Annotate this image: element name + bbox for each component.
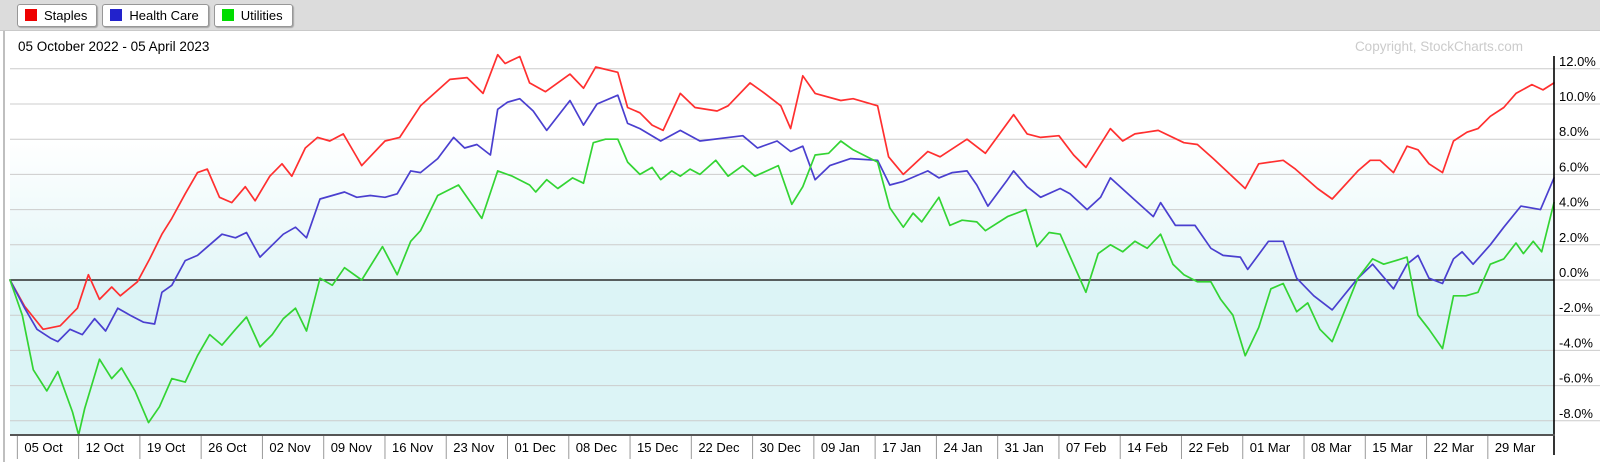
legend-label-health-care: Health Care bbox=[129, 7, 199, 23]
x-axis-label: 31 Jan bbox=[1005, 440, 1044, 455]
x-axis-label: 16 Nov bbox=[392, 440, 434, 455]
x-axis-label: 26 Oct bbox=[208, 440, 247, 455]
y-axis-label: -4.0% bbox=[1559, 335, 1593, 350]
x-axis-label: 22 Mar bbox=[1434, 440, 1475, 455]
x-axis-label: 29 Mar bbox=[1495, 440, 1536, 455]
x-axis-label: 05 Oct bbox=[24, 440, 63, 455]
x-axis-label: 08 Dec bbox=[576, 440, 618, 455]
x-axis-label: 30 Dec bbox=[760, 440, 802, 455]
legend-button-staples[interactable]: Staples bbox=[17, 3, 98, 27]
y-axis-label: 0.0% bbox=[1559, 265, 1589, 280]
y-axis-label: 8.0% bbox=[1559, 124, 1589, 139]
health-care-line bbox=[9, 94, 1555, 343]
x-axis-label: 17 Jan bbox=[882, 440, 921, 455]
x-axis-label: 08 Mar bbox=[1311, 440, 1352, 455]
x-axis-label: 19 Oct bbox=[147, 440, 186, 455]
x-axis-label: 22 Dec bbox=[698, 440, 740, 455]
x-axis-label: 09 Jan bbox=[821, 440, 860, 455]
x-axis-label: 15 Mar bbox=[1372, 440, 1413, 455]
below-zero-region bbox=[10, 280, 1554, 435]
x-axis-label: 15 Dec bbox=[637, 440, 679, 455]
x-axis-label: 01 Dec bbox=[515, 440, 557, 455]
y-axis-label: 6.0% bbox=[1559, 159, 1589, 174]
legend-button-utilities[interactable]: Utilities bbox=[213, 3, 293, 27]
legend-label-utilities: Utilities bbox=[240, 7, 283, 23]
utilities-line bbox=[9, 138, 1555, 436]
x-axis-label: 24 Jan bbox=[943, 440, 982, 455]
x-axis-label: 14 Feb bbox=[1127, 440, 1167, 455]
x-axis-label: 12 Oct bbox=[86, 440, 125, 455]
copyright-label: Copyright, StockCharts.com bbox=[1354, 39, 1523, 54]
legend-bar: Staples Health Care Utilities bbox=[0, 0, 1600, 31]
x-axis-label: 22 Feb bbox=[1188, 440, 1228, 455]
health-care-swatch-icon bbox=[110, 9, 123, 21]
x-axis-label: 07 Feb bbox=[1066, 440, 1106, 455]
y-axis-label: -2.0% bbox=[1559, 300, 1593, 315]
x-axis-label: 02 Nov bbox=[269, 440, 311, 455]
utilities-swatch-icon bbox=[221, 9, 234, 21]
y-axis-label: -6.0% bbox=[1559, 371, 1593, 386]
x-axis-label: 01 Mar bbox=[1250, 440, 1291, 455]
x-axis-label: 09 Nov bbox=[331, 440, 373, 455]
legend-button-health-care[interactable]: Health Care bbox=[102, 3, 209, 27]
staples-line bbox=[9, 53, 1555, 331]
y-axis-label: 12.0% bbox=[1559, 54, 1596, 69]
y-axis-label: 4.0% bbox=[1559, 195, 1589, 210]
legend-label-staples: Staples bbox=[44, 7, 88, 23]
y-axis-label: 2.0% bbox=[1559, 230, 1589, 245]
y-axis-label: 10.0% bbox=[1559, 89, 1596, 104]
staples-swatch-icon bbox=[25, 9, 37, 21]
x-axis-label: 23 Nov bbox=[453, 440, 495, 455]
date-range-label: 05 October 2022 - 05 April 2023 bbox=[18, 39, 210, 54]
y-axis-label: -8.0% bbox=[1559, 406, 1593, 421]
